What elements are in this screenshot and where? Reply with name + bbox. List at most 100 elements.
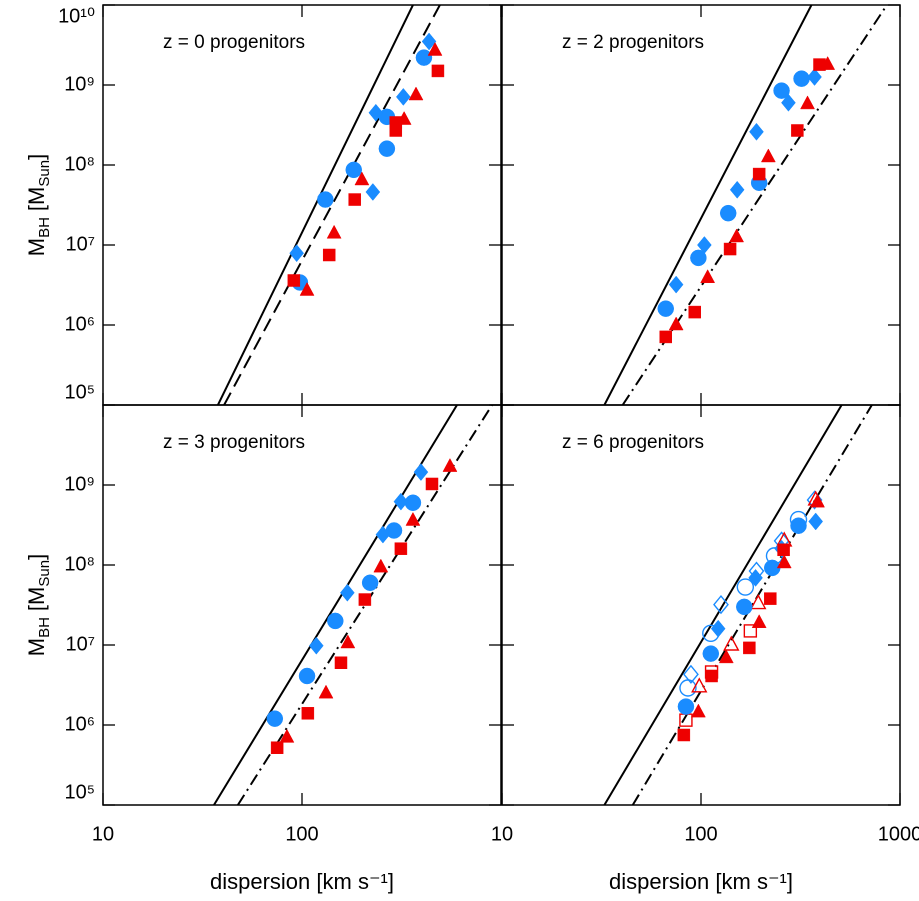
point (659, 330, 672, 344)
y-tick-label: 10⁵ (64, 781, 95, 803)
point (340, 634, 356, 649)
point (408, 86, 424, 101)
point (690, 249, 707, 267)
point (326, 224, 342, 239)
point (334, 656, 348, 669)
point (808, 512, 824, 531)
point (776, 554, 792, 569)
point (394, 542, 408, 555)
point (736, 578, 755, 596)
point (289, 244, 304, 263)
fit-lines (217, 5, 441, 405)
point (393, 492, 409, 511)
point (270, 741, 284, 754)
point (340, 583, 355, 602)
point (743, 624, 758, 638)
panel-frame (501, 4, 901, 406)
point (373, 558, 389, 573)
panel-annotation: z = 0 progenitors (163, 32, 305, 53)
y-label-unit: [M (24, 587, 49, 611)
point (298, 667, 316, 685)
y-axis-label: MBH [MSun] (24, 554, 53, 656)
y-tick-label: 10⁵ (64, 381, 95, 403)
point (396, 88, 411, 106)
point (677, 728, 691, 742)
point (266, 710, 284, 727)
point (807, 68, 822, 86)
y-tick-label: 10⁷ (66, 233, 95, 255)
point (760, 148, 776, 163)
point (668, 275, 684, 294)
y-label-unit-close: ] (24, 154, 49, 160)
y-tick-label: 10⁹ (64, 73, 95, 95)
point (427, 41, 443, 56)
point (354, 171, 370, 186)
point (751, 614, 767, 628)
fit-line (603, 5, 813, 405)
fit-lines (603, 5, 888, 405)
point (749, 122, 764, 141)
panel-annotation: z = 6 progenitors (562, 432, 704, 453)
point (322, 248, 336, 262)
x-tick-label: 100 (684, 823, 717, 845)
point (736, 598, 753, 616)
point (810, 493, 825, 508)
point (287, 274, 301, 287)
fit-line (603, 405, 843, 805)
point (301, 707, 315, 720)
point (368, 103, 384, 122)
fit-line (223, 5, 441, 405)
point (327, 612, 344, 630)
y-tick-label: 10⁶ (65, 313, 95, 335)
point (729, 180, 745, 199)
point (683, 664, 699, 684)
point (442, 458, 458, 472)
y-tick-label: 10¹⁰ (58, 5, 95, 27)
point (396, 111, 412, 125)
point (718, 649, 734, 664)
point (793, 70, 810, 87)
point (690, 703, 706, 718)
point (691, 677, 708, 693)
point (425, 477, 439, 491)
y-label-symbol-sub: BH (36, 617, 53, 638)
point (790, 517, 807, 534)
point (764, 592, 777, 605)
point (318, 684, 334, 699)
y-tick-label: 10⁸ (64, 153, 95, 175)
point (361, 574, 379, 591)
point (750, 594, 767, 610)
y-label-symbol: M (24, 238, 49, 256)
point (404, 494, 422, 511)
point (657, 300, 674, 317)
point (713, 594, 729, 615)
x-axis-label: dispersion [km s⁻¹] (210, 869, 394, 894)
x-tick-label: 10 (92, 823, 114, 845)
point (705, 669, 718, 683)
point (279, 728, 295, 743)
y-label-unit: [M (24, 187, 49, 211)
x-axis-label: dispersion [km s⁻¹] (609, 869, 793, 894)
panel-annotation: z = 3 progenitors (163, 432, 305, 453)
point (668, 316, 684, 331)
y-label-symbol: M (24, 638, 49, 656)
point (697, 236, 712, 254)
fit-line (621, 5, 888, 405)
panel: z = 2 progenitors (501, 4, 901, 406)
point (700, 269, 716, 283)
point (710, 619, 726, 638)
point (348, 193, 361, 206)
point (723, 635, 740, 651)
point (421, 32, 437, 51)
point (317, 191, 334, 208)
x-tick-label: 10 (491, 823, 513, 845)
point (688, 305, 701, 319)
y-label-unit-sub: Sun (36, 160, 53, 187)
point (773, 82, 790, 99)
point (677, 698, 695, 715)
point (345, 161, 363, 179)
panel: 10 100 1000 z = 6 progenitors dispersion [km… (491, 404, 919, 894)
point (781, 93, 796, 112)
